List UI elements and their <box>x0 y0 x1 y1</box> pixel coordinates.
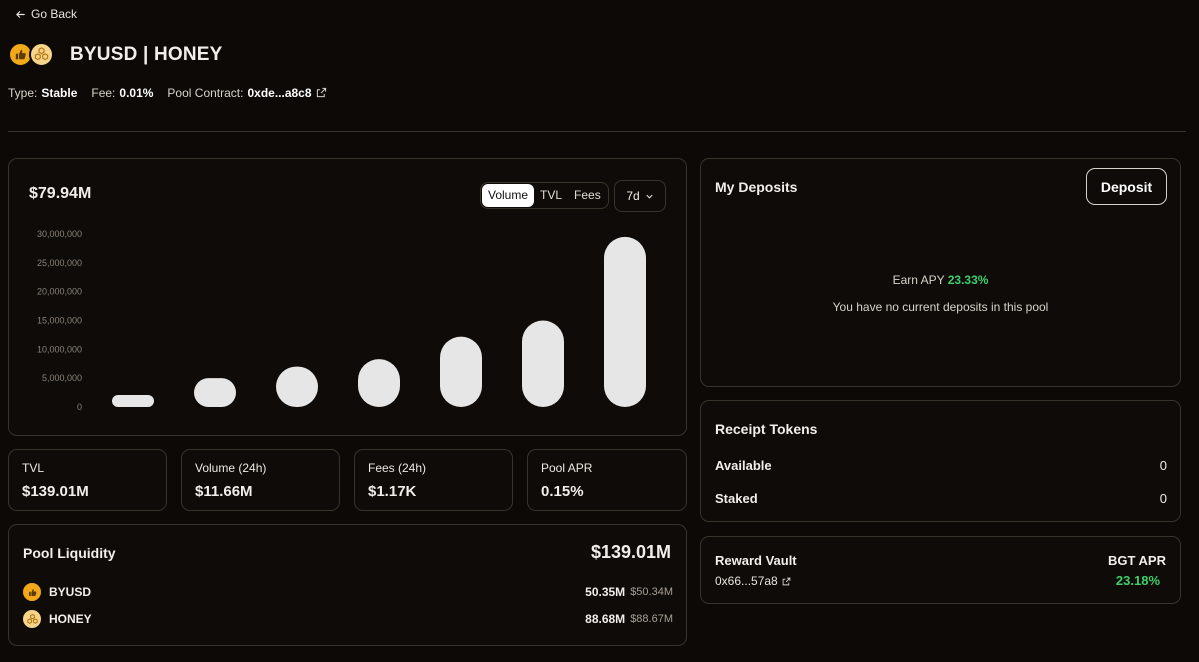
earn-apy-value: 23.33% <box>947 273 989 287</box>
pool-liquidity-card: Pool Liquidity $139.01M BYUSD 50.35M $50… <box>8 524 687 646</box>
bgt-apr-label: BGT APR <box>1107 553 1166 568</box>
token-symbol: HONEY <box>49 612 92 626</box>
stat-card-fees: Fees (24h) $1.17K <box>354 449 513 511</box>
chart-bar[interactable] <box>194 378 236 407</box>
honey-token-icon <box>29 42 54 67</box>
header-divider <box>8 131 1186 132</box>
token-symbol: BYUSD <box>49 585 92 599</box>
my-deposits-card: My Deposits Deposit Earn APY 23.33% You … <box>700 158 1181 387</box>
deposit-button[interactable]: Deposit <box>1086 168 1167 205</box>
earn-apy: Earn APY 23.33% <box>701 273 1180 287</box>
byusd-token-icon <box>23 583 41 601</box>
arrow-left-icon <box>16 10 25 18</box>
stat-value: $139.01M <box>22 483 89 500</box>
y-tick-label: 30,000,000 <box>37 229 82 239</box>
chart-bar[interactable] <box>112 395 154 407</box>
token-usd: $50.34M <box>630 586 673 598</box>
vault-address: 0x66...57a8 <box>715 574 778 588</box>
staked-label: Staked <box>715 491 758 506</box>
chart-bar[interactable] <box>440 336 482 407</box>
receipt-tokens-title: Receipt Tokens <box>715 421 818 437</box>
stat-value: $1.17K <box>368 483 417 500</box>
fee-label: Fee: <box>91 86 116 100</box>
chevron-down-icon <box>646 194 653 199</box>
bgt-apr-value: 23.18% <box>1115 573 1160 588</box>
go-back-link[interactable]: Go Back <box>15 7 77 21</box>
liquidity-row-byusd: BYUSD 50.35M $50.34M <box>23 583 673 601</box>
stat-label: Fees (24h) <box>368 461 427 475</box>
contract-address-link[interactable]: 0xde...a8c8 <box>247 86 312 100</box>
pool-header: BYUSD | HONEY <box>8 40 223 70</box>
staked-value: 0 <box>1159 491 1167 506</box>
y-tick-label: 15,000,000 <box>37 316 82 326</box>
page-title: BYUSD | HONEY <box>70 44 223 65</box>
stat-label: TVL <box>22 461 45 475</box>
pool-meta: Type: Stable Fee: 0.01% Pool Contract: 0… <box>8 86 327 100</box>
tab-volume[interactable]: Volume <box>482 184 535 207</box>
receipt-tokens-card: Receipt Tokens Available 0 Staked 0 <box>700 400 1181 522</box>
range-dropdown[interactable]: 7d <box>614 180 666 212</box>
token-amount: 88.68M <box>585 612 626 626</box>
external-link-icon[interactable] <box>316 86 327 100</box>
fee-value: 0.01% <box>119 86 154 100</box>
stat-label: Pool APR <box>541 461 593 475</box>
honey-token-icon <box>23 610 41 628</box>
earn-apy-label: Earn APY <box>892 273 945 287</box>
chart-bar[interactable] <box>522 320 564 408</box>
available-label: Available <box>715 458 772 473</box>
byusd-token-icon <box>8 42 33 67</box>
type-value: Stable <box>41 86 78 100</box>
y-tick-label: 20,000,000 <box>37 287 82 297</box>
stat-value: 0.15% <box>541 483 584 500</box>
token-usd: $88.67M <box>630 613 673 625</box>
empty-deposits-text: You have no current deposits in this poo… <box>832 300 1049 314</box>
reward-vault-title: Reward Vault <box>715 553 797 568</box>
stat-value: $11.66M <box>195 483 253 500</box>
staked-row: Staked 0 <box>715 491 1167 506</box>
available-value: 0 <box>1159 458 1167 473</box>
y-tick-label: 0 <box>77 402 82 412</box>
liquidity-row-honey: HONEY 88.68M $88.67M <box>23 610 673 628</box>
chart-metric-toggle: Volume TVL Fees <box>480 182 609 209</box>
chart-total: $79.94M <box>29 185 92 202</box>
tab-fees[interactable]: Fees <box>574 188 601 202</box>
vault-address-link[interactable]: 0x66...57a8 <box>715 574 791 588</box>
tab-tvl[interactable]: TVL <box>540 188 563 202</box>
chart-bar[interactable] <box>276 366 318 407</box>
stat-card-tvl: TVL $139.01M <box>8 449 167 511</box>
pool-liquidity-title: Pool Liquidity <box>23 545 116 561</box>
volume-bar-chart: 30,000,000 25,000,000 20,000,000 15,000,000… <box>37 229 646 412</box>
y-tick-label: 10,000,000 <box>37 344 82 354</box>
chart-bar[interactable] <box>358 359 400 407</box>
token-amount: 50.35M <box>585 585 626 599</box>
chart-bar[interactable] <box>604 236 646 407</box>
my-deposits-title: My Deposits <box>715 179 798 195</box>
chart-card: $79.94M Volume TVL Fees 7d 30,000,000 25,… <box>8 158 687 436</box>
y-tick-label: 25,000,000 <box>37 258 82 268</box>
stat-card-volume: Volume (24h) $11.66M <box>181 449 340 511</box>
pool-liquidity-total: $139.01M <box>590 542 671 562</box>
go-back-label: Go Back <box>31 7 78 21</box>
token-pair-icons <box>8 41 60 69</box>
contract-label: Pool Contract: <box>167 86 244 100</box>
stat-label: Volume (24h) <box>195 461 267 475</box>
available-row: Available 0 <box>715 458 1167 473</box>
range-value: 7d <box>626 189 640 203</box>
reward-vault-card: Reward Vault 0x66...57a8 BGT APR 23.18% <box>700 536 1181 604</box>
type-label: Type: <box>8 86 38 100</box>
y-tick-label: 5,000,000 <box>42 373 82 383</box>
stat-card-apr: Pool APR 0.15% <box>527 449 687 511</box>
external-link-icon <box>782 577 791 585</box>
